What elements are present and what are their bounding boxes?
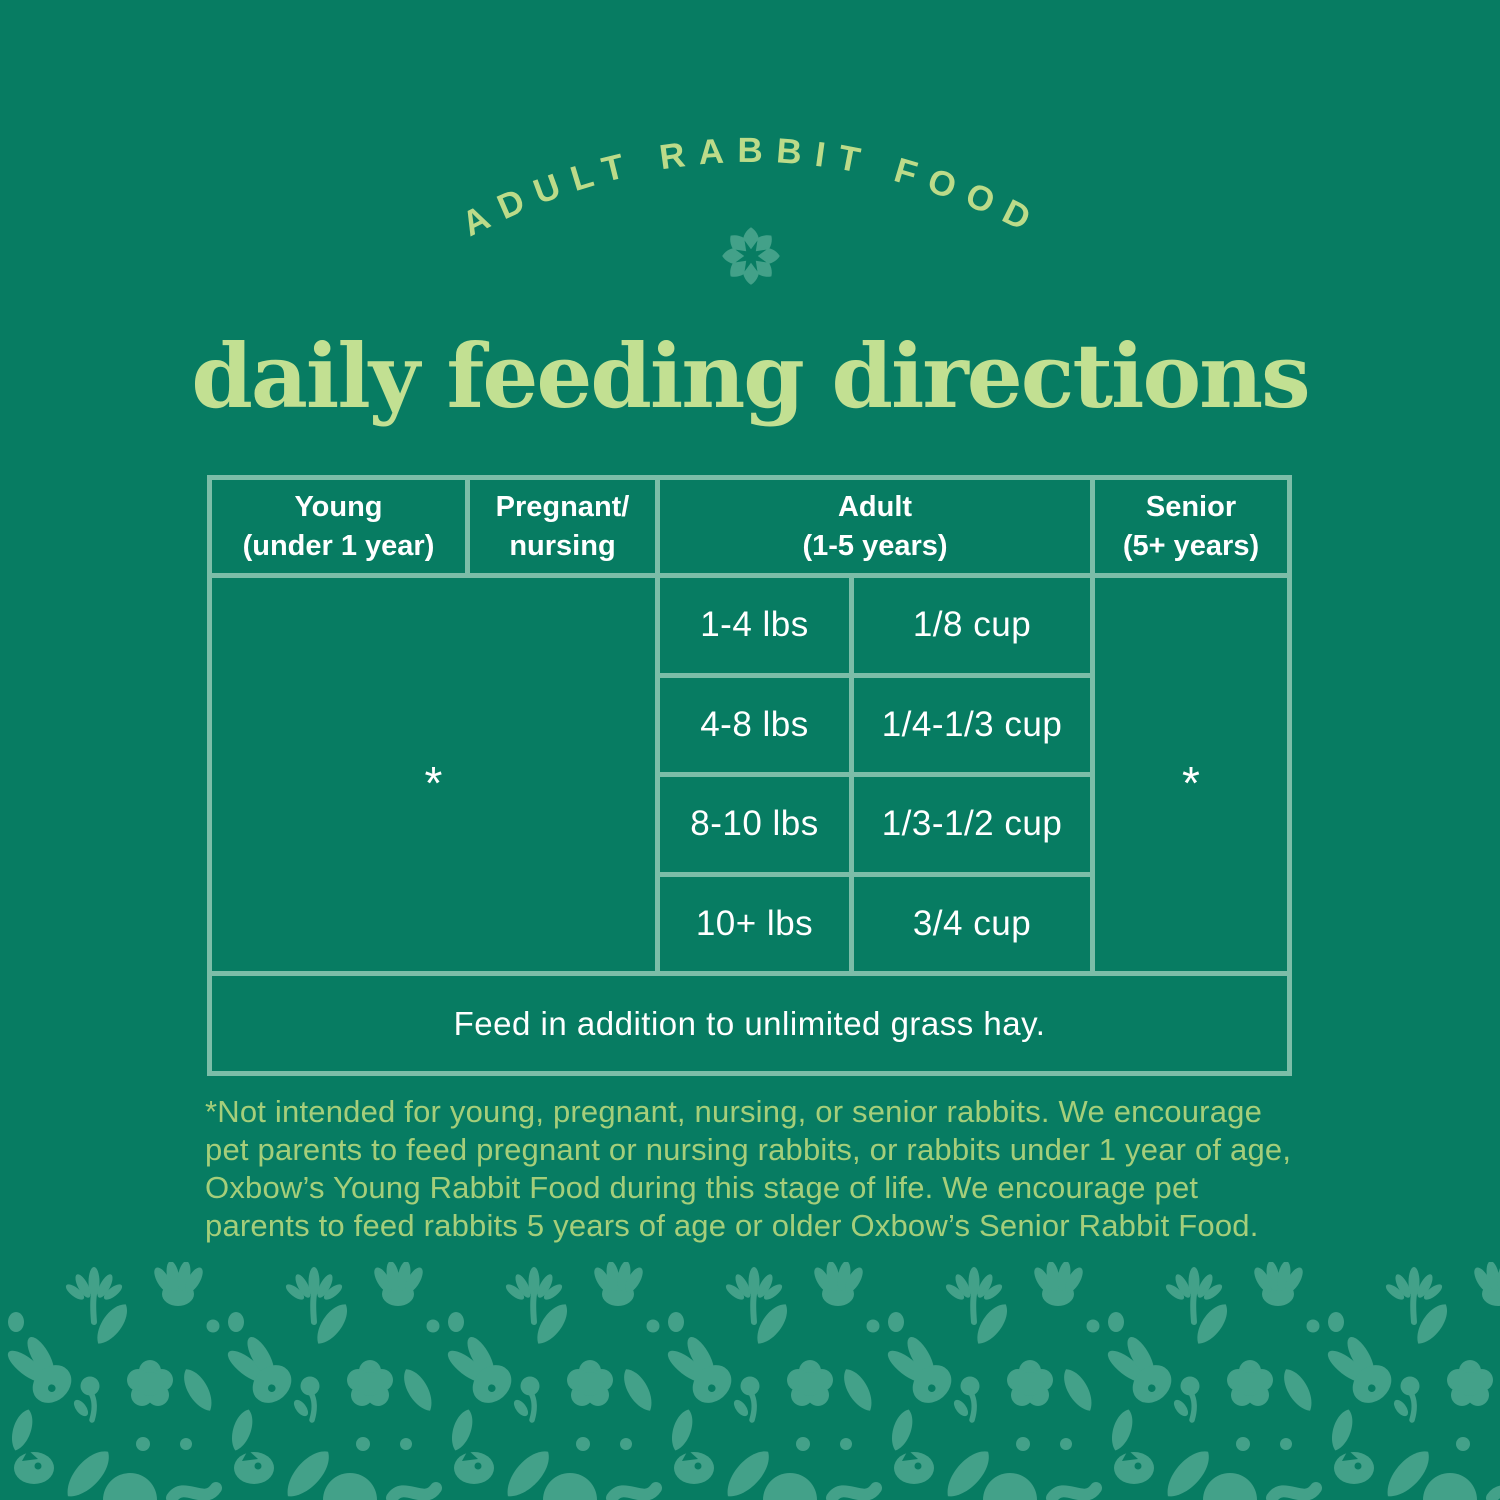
column-header-young-label: Young bbox=[294, 491, 383, 524]
botanical-pattern bbox=[0, 1262, 1500, 1500]
asterisk-marker: * bbox=[1182, 756, 1200, 809]
young-pregnant-merged-cell: * bbox=[212, 578, 655, 971]
feeding-table: Young (under 1 year) Pregnant/ nursing A… bbox=[207, 475, 1292, 1076]
column-header-young: Young (under 1 year) bbox=[212, 480, 465, 573]
column-header-young-sublabel: (under 1 year) bbox=[242, 529, 435, 562]
arc-title-svg: ADULT RABBIT FOOD bbox=[456, 131, 1035, 244]
page-title: daily feeding directions bbox=[191, 324, 1310, 428]
asterisk-marker: * bbox=[424, 756, 443, 809]
adult-weight-cell: 10+ lbs bbox=[660, 876, 849, 971]
flower-icon bbox=[722, 227, 780, 285]
column-header-senior: Senior (5+ years) bbox=[1095, 480, 1287, 573]
column-header-pregnant-label: Pregnant/ bbox=[495, 491, 630, 524]
table-footer-note: Feed in addition to unlimited grass hay. bbox=[212, 976, 1287, 1071]
flower-star-center bbox=[735, 240, 767, 272]
column-header-pregnant-sublabel: nursing bbox=[509, 529, 616, 562]
adult-weight-cell: 8-10 lbs bbox=[660, 777, 849, 872]
column-header-adult: Adult (1-5 years) bbox=[660, 480, 1090, 573]
column-header-senior-label: Senior bbox=[1145, 491, 1237, 524]
senior-merged-cell: * bbox=[1095, 578, 1287, 971]
column-header-senior-sublabel: (5+ years) bbox=[1122, 529, 1260, 562]
adult-amount-cell: 1/8 cup bbox=[854, 578, 1090, 673]
adult-amount-cell: 1/3-1/2 cup bbox=[854, 777, 1090, 872]
adult-weight-cell: 1-4 lbs bbox=[660, 578, 849, 673]
adult-amount-cell: 1/4-1/3 cup bbox=[854, 677, 1090, 772]
column-header-adult-label: Adult bbox=[837, 491, 913, 524]
adult-weight-cell: 4-8 lbs bbox=[660, 677, 849, 772]
footnote-text: *Not intended for young, pregnant, nursi… bbox=[205, 1094, 1292, 1243]
adult-amount-cell: 3/4 cup bbox=[854, 876, 1090, 971]
column-header-adult-sublabel: (1-5 years) bbox=[802, 529, 948, 562]
column-header-pregnant: Pregnant/ nursing bbox=[470, 480, 655, 573]
